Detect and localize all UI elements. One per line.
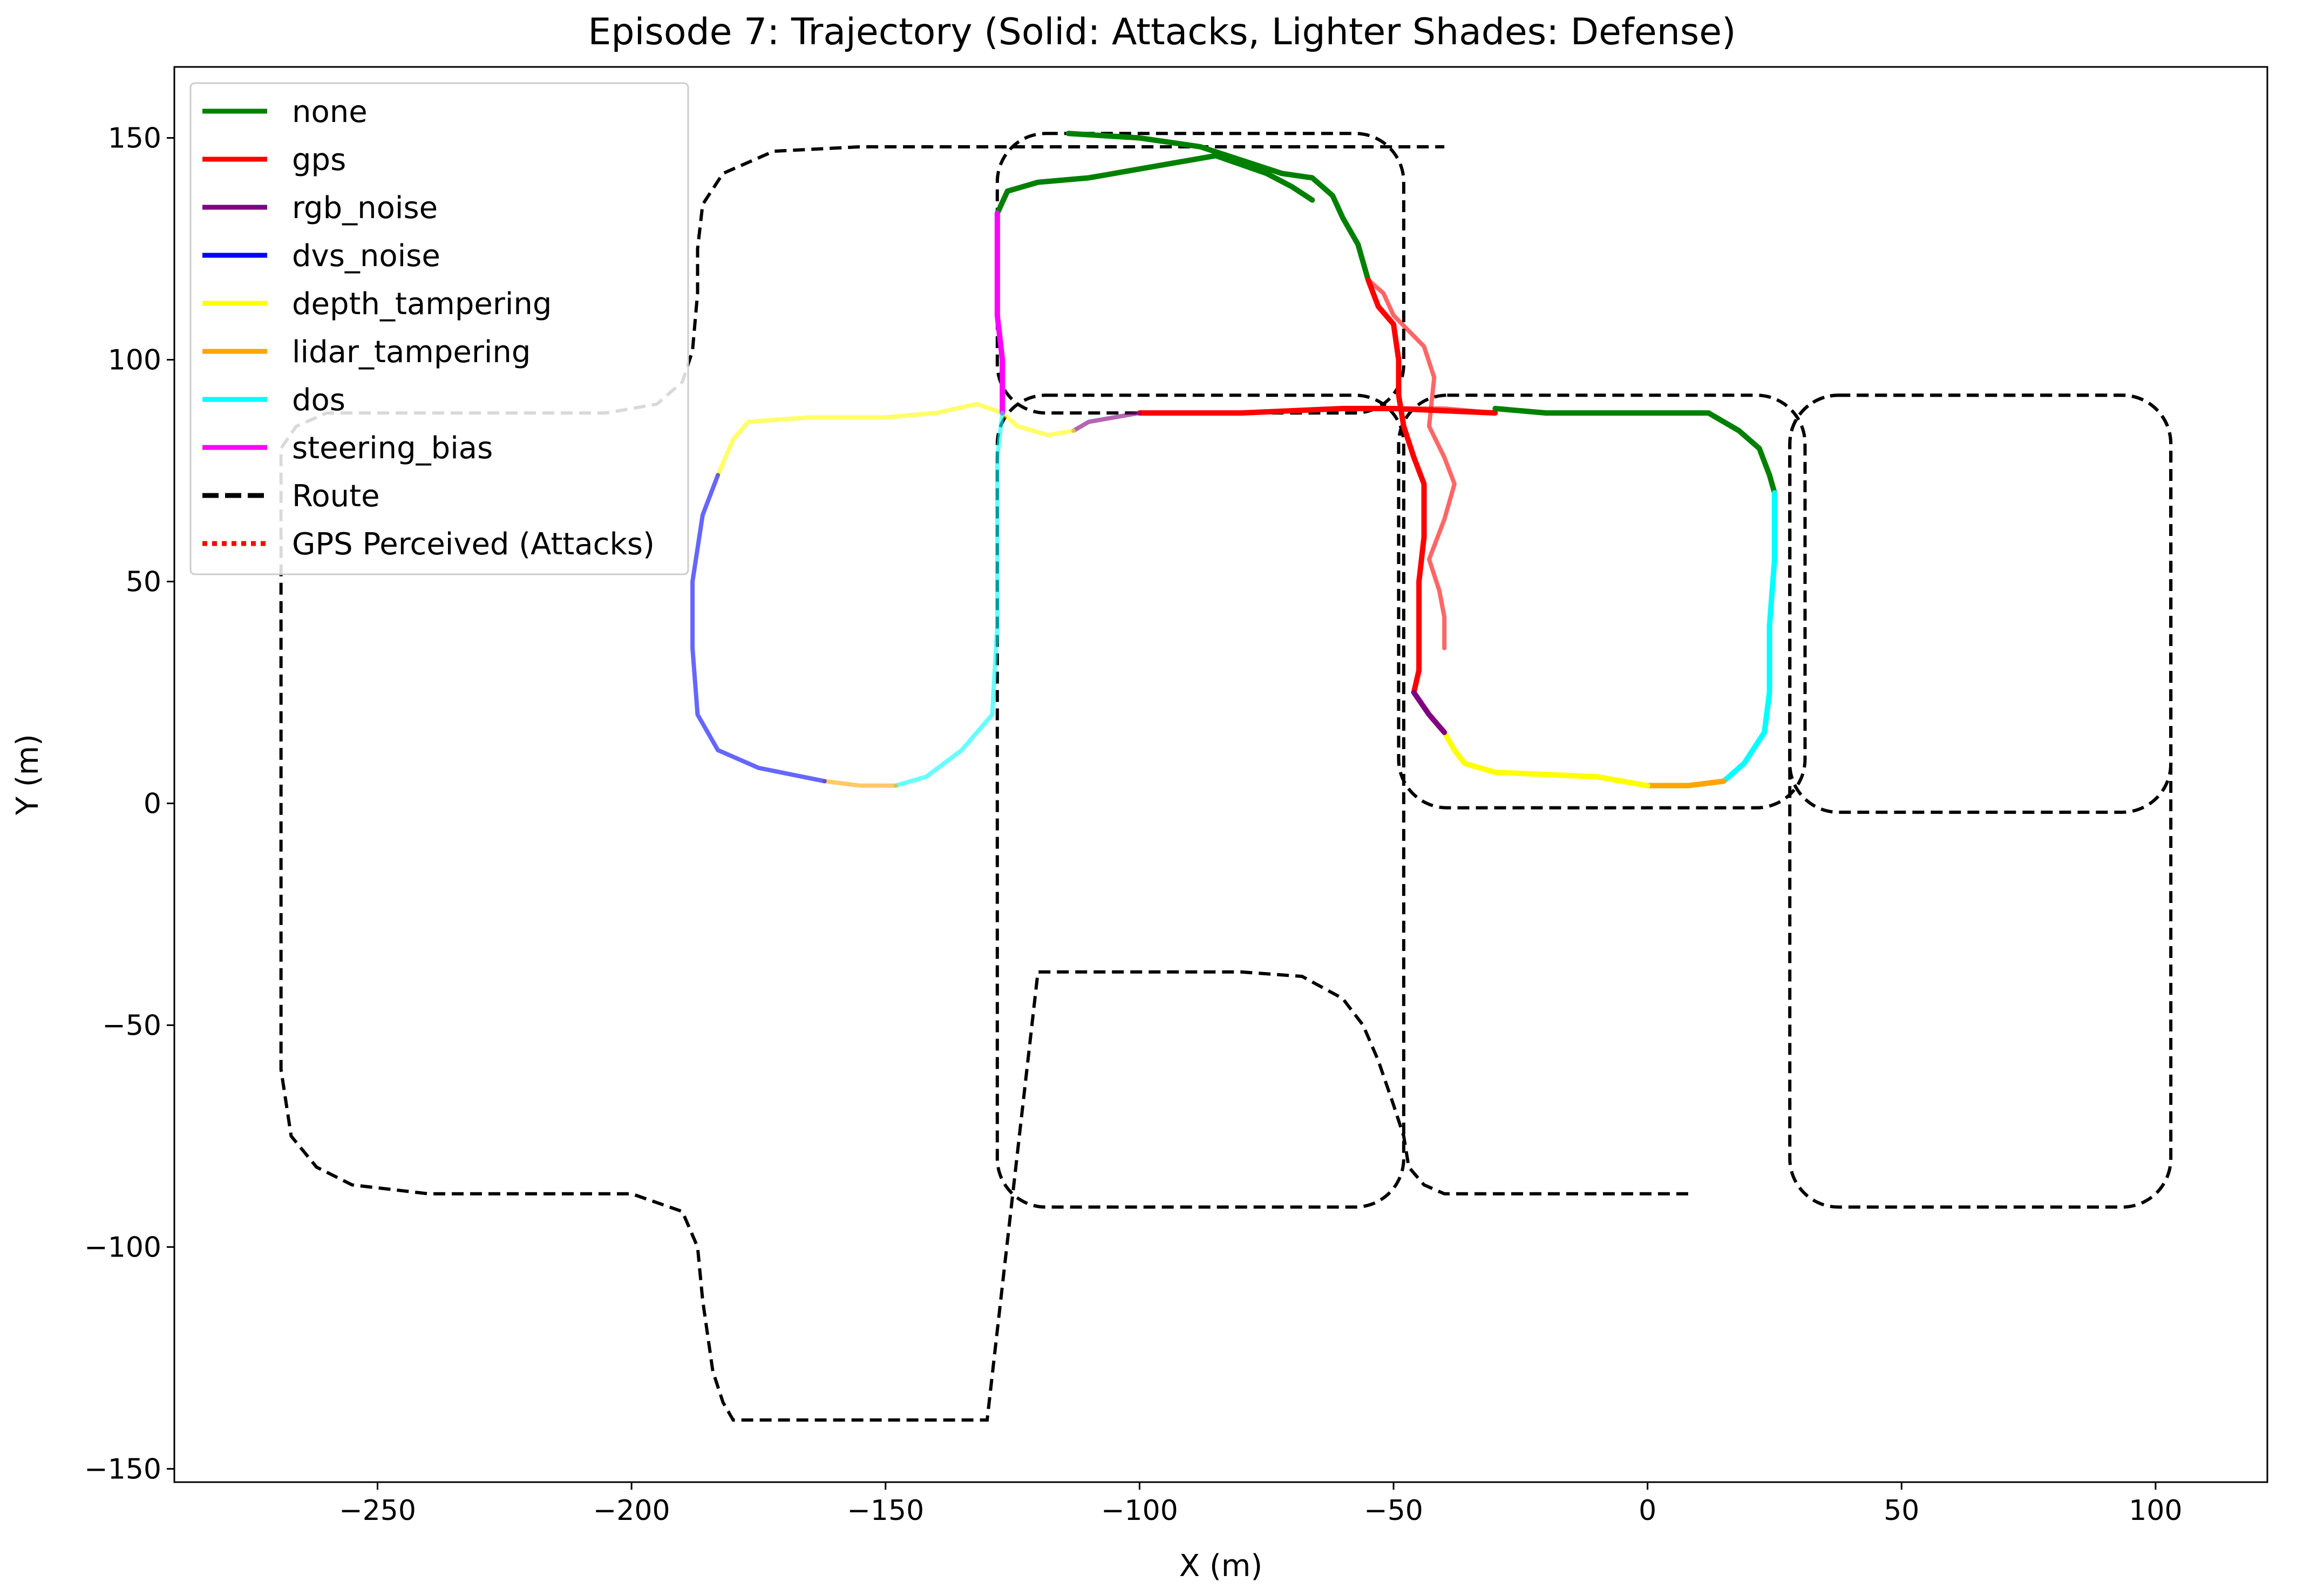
legend-label: Route	[292, 479, 380, 514]
x-tick-label: −100	[1101, 1495, 1178, 1527]
trajectory-segment-rgb-noise	[1071, 411, 1142, 433]
trajectory-segment-none	[1492, 405, 1777, 496]
chart-title: Episode 7: Trajectory (Solid: Attacks, L…	[588, 11, 1736, 53]
trajectory-segment-gps	[1365, 277, 1457, 650]
legend-box	[189, 82, 689, 575]
x-tick-label: −50	[1364, 1495, 1423, 1527]
x-tick-label: 50	[1884, 1495, 1919, 1527]
route-loop	[1788, 393, 2173, 1209]
y-tick-label: −150	[84, 1453, 161, 1485]
route-loop	[1397, 393, 1807, 810]
x-tick-label: −150	[847, 1495, 924, 1527]
x-tick-label: −200	[593, 1495, 670, 1527]
trajectory-segment-gps	[1365, 277, 1427, 695]
route-loop	[995, 393, 1405, 1209]
y-tick-label: 50	[126, 566, 161, 598]
trajectory-segment-lidar-tampering	[822, 779, 898, 788]
route-loop	[995, 132, 1405, 415]
x-tick-label: −250	[339, 1495, 416, 1527]
y-tick-label: −50	[102, 1009, 161, 1042]
trajectory-segment-dos	[893, 411, 1005, 788]
legend-label: rgb_noise	[292, 191, 438, 226]
x-tick-label: 0	[1639, 1495, 1656, 1527]
legend-label: dvs_noise	[292, 239, 440, 274]
y-tick-label: 100	[108, 344, 161, 376]
trajectory-segment-dvs-noise	[690, 473, 827, 784]
trajectory-segment-dos	[1721, 490, 1777, 784]
x-axis-label: X (m)	[1179, 1549, 1262, 1584]
plot-frame	[173, 66, 2268, 1483]
route-line	[279, 145, 1688, 1422]
y-axis-ticks: −150 −100 −50 0 50 100 150	[84, 123, 174, 1485]
legend-label: dos	[292, 383, 345, 418]
legend: none gps rgb_noise dvs_noise depth_tampering…	[189, 82, 689, 575]
trajectory-segment-lidar-tampering	[1645, 778, 1727, 789]
trajectory-segment-none	[1065, 131, 1371, 283]
trajectory-segment-gps	[1391, 406, 1498, 416]
legend-label: GPS Perceived (Attacks)	[292, 527, 655, 562]
x-tick-label: 100	[2129, 1495, 2182, 1527]
trajectory-segment-none	[994, 153, 1315, 216]
trajectory-segment-depth-tampering	[1442, 729, 1650, 789]
x-axis-ticks: −250 −200 −150 −100 −50 0 50 100	[339, 1482, 2183, 1527]
y-tick-label: −100	[84, 1231, 161, 1264]
legend-label: depth_tampering	[292, 287, 552, 322]
trajectory-segment-depth-tampering	[716, 402, 1076, 478]
legend-label: none	[292, 94, 368, 130]
legend-label: steering_bias	[292, 431, 493, 466]
trajectory-segment-steering-bias	[994, 210, 1005, 416]
legend-label: lidar_tampering	[292, 335, 531, 370]
trajectory-segment-rgb-noise	[1411, 689, 1448, 735]
legend-label: gps	[292, 142, 346, 178]
y-tick-label: 150	[108, 123, 161, 155]
y-axis-label: Y (m)	[10, 734, 45, 816]
route-loop	[1788, 393, 2173, 814]
y-tick-label: 0	[144, 787, 161, 820]
trajectory-lines	[690, 131, 1777, 789]
